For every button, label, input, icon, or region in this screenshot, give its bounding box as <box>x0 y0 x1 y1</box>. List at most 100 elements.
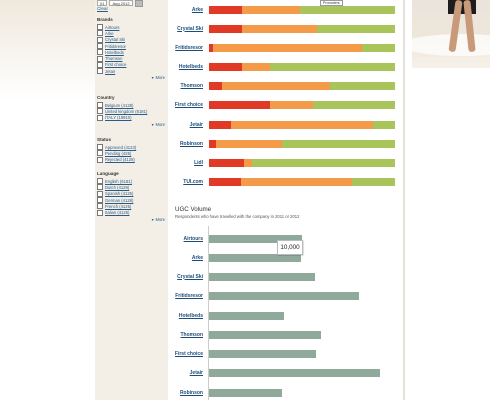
more-label[interactable]: More <box>155 121 165 127</box>
ugc-brand-label[interactable]: Jetair <box>189 369 203 376</box>
nps-segment-promoters <box>251 159 395 167</box>
nps-brand-label[interactable]: Jetair <box>189 121 203 128</box>
facet-option-label[interactable]: Hotelbeds <box>105 49 124 55</box>
more-link[interactable]: ▼ More <box>97 75 165 80</box>
facet-option-label[interactable]: Dutch (4129) <box>105 184 130 190</box>
facet-option[interactable]: Hotelbeds <box>97 49 165 56</box>
more-link[interactable]: ▼ More <box>97 217 165 222</box>
facet-option-label[interactable]: Pending (425) <box>105 150 132 156</box>
facet-option[interactable]: Crystal Ski <box>97 36 165 43</box>
facet-option-label[interactable]: Spanish (4125) <box>105 191 134 197</box>
nps-brand-label[interactable]: First choice <box>174 101 203 108</box>
checkbox[interactable] <box>97 102 103 109</box>
ugc-brand-label[interactable]: Robinson <box>179 389 203 396</box>
nps-brand-label[interactable]: Lidl <box>194 159 203 166</box>
facet-option[interactable]: Airtours <box>97 24 165 31</box>
nps-segment-promoters <box>300 6 395 14</box>
facet-option[interactable]: First choice <box>97 61 165 68</box>
facet-option[interactable]: Arke <box>97 30 165 37</box>
checkbox[interactable] <box>97 209 103 216</box>
facet-option-label[interactable]: Arke <box>105 30 114 36</box>
checkbox[interactable] <box>97 30 103 37</box>
facet-option[interactable]: ITALY (19910) <box>97 114 165 121</box>
nps-brand-label[interactable]: Crystal Ski <box>177 25 203 32</box>
nps-brand-label[interactable]: Thomson <box>180 82 204 89</box>
facet-option[interactable]: Pending (425) <box>97 150 165 157</box>
checkbox[interactable] <box>97 150 103 157</box>
nps-brand-label[interactable]: Arke <box>191 6 203 13</box>
day-select[interactable]: 01 <box>97 0 108 6</box>
facet-option-label[interactable]: German (4128) <box>105 197 134 203</box>
nps-stacked-bar <box>209 101 395 109</box>
facet-option[interactable]: Rejected (4128) <box>97 156 165 163</box>
facet-option-label[interactable]: Italian (4125) <box>105 210 130 216</box>
checkbox[interactable] <box>97 114 103 121</box>
checkbox[interactable] <box>97 156 103 163</box>
checkbox[interactable] <box>97 61 103 68</box>
facet-option-label[interactable]: ITALY (19910) <box>105 115 132 121</box>
checkbox[interactable] <box>97 55 103 62</box>
nps-segment-promoters <box>329 82 395 90</box>
facet-option[interactable]: English (6181) <box>97 178 165 185</box>
facet-option-label[interactable]: Fritidsresor <box>105 43 126 49</box>
ugc-brand-label[interactable]: Crystal Ski <box>177 273 203 280</box>
facet-option-label[interactable]: Thomson <box>105 56 123 62</box>
ugc-brand-label[interactable]: Hotelbeds <box>178 312 203 319</box>
ugc-brand-label[interactable]: Fritidsresor <box>175 292 203 299</box>
facet-option-label[interactable]: Belgium (4128) <box>105 102 134 108</box>
facet-option-label[interactable]: Rejected (4128) <box>105 157 135 163</box>
nps-brand-label[interactable]: Robinson <box>179 140 203 147</box>
ugc-brand-label[interactable]: Arke <box>191 254 203 261</box>
facet-option[interactable]: Belgium (4128) <box>97 102 165 109</box>
checkbox[interactable] <box>97 197 103 204</box>
checkbox[interactable] <box>97 49 103 56</box>
main-border <box>403 0 405 400</box>
nps-segment-passives <box>242 6 301 14</box>
facet-option[interactable]: Spanish (4125) <box>97 190 165 197</box>
facet-title: Status <box>97 137 112 142</box>
nps-segment-promoters <box>313 101 395 109</box>
nps-segment-detractors <box>209 178 241 186</box>
facet-option[interactable]: Jetair <box>97 68 165 75</box>
facet-option[interactable]: Fritidsresor <box>97 43 165 50</box>
nps-brand-label[interactable]: Fritidsresor <box>175 44 203 51</box>
facet-option-label[interactable]: United kingdom (6181) <box>105 108 148 114</box>
date-go-button[interactable] <box>134 0 143 7</box>
more-label[interactable]: More <box>155 75 165 81</box>
ugc-volume-subtitle: Respondents who have travelled with the … <box>175 214 300 219</box>
facet-option[interactable]: French (4125) <box>97 203 165 210</box>
checkbox[interactable] <box>97 108 103 115</box>
nps-brand-label[interactable]: Hotelbeds <box>178 63 203 70</box>
ugc-brand-label[interactable]: Airtours <box>183 235 203 242</box>
facet-option-label[interactable]: Airtours <box>105 24 120 30</box>
ugc-brand-label[interactable]: Thomson <box>180 331 204 338</box>
facet-option-label[interactable]: First choice <box>105 62 127 68</box>
checkbox[interactable] <box>97 144 103 151</box>
facet-option[interactable]: United kingdom (6181) <box>97 108 165 115</box>
nps-brand-label[interactable]: TUI.com <box>183 178 203 185</box>
facet-option-label[interactable]: Approved (4123) <box>105 144 137 150</box>
more-label[interactable]: More <box>155 216 165 222</box>
facet-option[interactable]: Approved (4123) <box>97 144 165 151</box>
checkbox[interactable] <box>97 184 103 191</box>
checkbox[interactable] <box>97 190 103 197</box>
facet-option-label[interactable]: Jetair <box>105 68 116 74</box>
facet-option-label[interactable]: English (6181) <box>105 178 133 184</box>
facet-option-label[interactable]: French (4125) <box>105 203 132 209</box>
checkbox[interactable] <box>97 43 103 50</box>
checkbox[interactable] <box>97 36 103 43</box>
checkbox[interactable] <box>97 68 103 75</box>
checkbox[interactable] <box>97 178 103 185</box>
clear-filters-link[interactable]: Clear <box>97 6 108 11</box>
facet-option[interactable]: German (4128) <box>97 197 165 204</box>
facet-brands: Brands Airtours Arke Crystal Ski Fritidsreso… <box>97 17 165 80</box>
checkbox[interactable] <box>97 203 103 210</box>
facet-option[interactable]: Thomson <box>97 55 165 62</box>
facet-option[interactable]: Italian (4125) <box>97 209 165 216</box>
facet-option[interactable]: Dutch (4129) <box>97 184 165 191</box>
more-link[interactable]: ▼ More <box>97 122 165 127</box>
checkbox[interactable] <box>97 24 103 31</box>
facet-option-label[interactable]: Crystal Ski <box>105 37 126 43</box>
ugc-brand-label[interactable]: First choice <box>174 350 203 357</box>
month-year-select[interactable]: Aug 2012 <box>109 0 133 6</box>
